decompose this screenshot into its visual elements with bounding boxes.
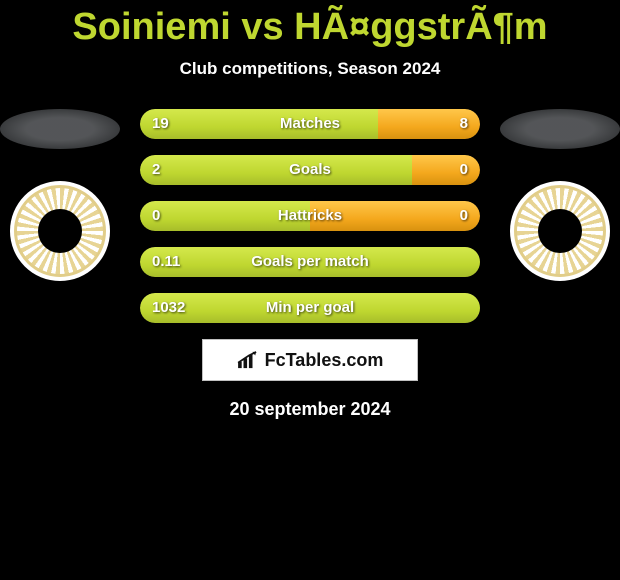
player-left-column xyxy=(0,109,120,281)
chart-icon xyxy=(237,351,259,369)
stat-bars: 19Matches82Goals00Hattricks00.11Goals pe… xyxy=(140,109,480,323)
stat-label: Matches xyxy=(140,109,480,139)
stat-value-right: 0 xyxy=(460,201,468,231)
stat-row: 19Matches8 xyxy=(140,109,480,139)
stat-row: 1032Min per goal xyxy=(140,293,480,323)
brand-badge: FcTables.com xyxy=(202,339,418,381)
stat-value-right: 8 xyxy=(460,109,468,139)
stat-row: 0.11Goals per match xyxy=(140,247,480,277)
page-subtitle: Club competitions, Season 2024 xyxy=(0,59,620,79)
page-title: Soiniemi vs HÃ¤ggstrÃ¶m xyxy=(0,0,620,49)
stat-row: 2Goals0 xyxy=(140,155,480,185)
stat-label: Min per goal xyxy=(140,293,480,323)
stat-value-right: 0 xyxy=(460,155,468,185)
stat-row: 0Hattricks0 xyxy=(140,201,480,231)
player-right-club-badge xyxy=(510,181,610,281)
player-right-silhouette xyxy=(500,109,620,149)
player-left-silhouette xyxy=(0,109,120,149)
stat-label: Goals per match xyxy=(140,247,480,277)
comparison-panel: 19Matches82Goals00Hattricks00.11Goals pe… xyxy=(0,109,620,420)
player-left-club-badge xyxy=(10,181,110,281)
player-right-column xyxy=(500,109,620,281)
stat-label: Hattricks xyxy=(140,201,480,231)
brand-label: FcTables.com xyxy=(265,350,384,371)
stat-label: Goals xyxy=(140,155,480,185)
footer-date: 20 september 2024 xyxy=(0,399,620,420)
